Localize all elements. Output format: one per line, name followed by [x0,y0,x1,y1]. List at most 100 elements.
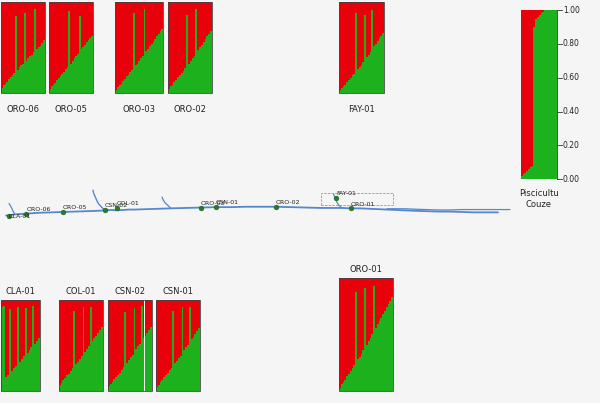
Bar [70,371,71,391]
Bar [101,327,103,391]
Bar [526,171,528,179]
Bar [88,347,90,391]
Bar [172,85,173,93]
Bar [198,328,200,391]
Bar [8,79,10,93]
Bar [143,338,145,391]
Bar [546,10,548,179]
Bar [371,2,373,10]
Bar [65,69,67,93]
Bar [15,300,17,366]
Bar [72,61,74,93]
Bar [124,300,126,312]
Text: ORO-01: ORO-01 [350,265,382,274]
Bar [128,300,130,360]
Bar [141,300,143,305]
Bar [185,300,187,347]
Bar [553,10,555,179]
Bar [174,300,176,363]
Bar [29,300,31,350]
Bar [81,49,82,93]
Bar [361,2,362,64]
Bar [37,341,38,391]
Bar [126,2,128,77]
Bar [24,13,26,93]
Bar [121,370,122,391]
Bar [79,359,80,391]
Bar [121,2,122,84]
Bar [180,300,182,355]
Bar [176,300,178,361]
Bar [68,11,70,93]
Bar [126,300,128,363]
Bar [19,67,20,93]
Bar [112,300,113,382]
Bar [1,307,3,391]
Bar [133,2,135,13]
Bar [388,304,389,391]
Bar [199,47,201,93]
Bar [352,75,353,93]
Bar [177,77,179,93]
Bar [7,82,8,93]
Bar [99,300,101,330]
Bar [187,345,189,391]
Bar [1,2,3,88]
Bar [22,64,24,93]
Bar [24,2,26,13]
Bar [101,300,103,327]
Bar [379,321,380,391]
Bar [521,176,523,179]
Bar [12,2,13,75]
Bar [8,2,10,79]
Bar [142,56,143,93]
Bar [75,300,77,364]
Bar [82,2,84,47]
Bar [382,2,384,33]
Bar [19,2,20,67]
Bar [201,2,203,45]
Bar [208,34,210,93]
Bar [192,58,194,93]
Bar [388,278,389,304]
Bar [51,86,53,93]
Bar [185,347,187,391]
Bar [34,300,37,344]
Bar [361,64,362,93]
Bar [524,10,526,172]
Bar [377,41,379,93]
Bar [154,2,156,39]
Bar [170,86,172,93]
Text: ORO-05: ORO-05 [55,105,88,114]
Bar [163,300,165,377]
Text: 0.60: 0.60 [563,73,580,82]
Bar [10,77,12,93]
Bar [165,376,167,391]
Bar [359,278,361,357]
Bar [11,300,13,371]
Bar [31,2,33,54]
Bar [92,341,94,391]
Bar [1,88,3,93]
Bar [175,80,177,93]
Bar [55,2,56,83]
Bar [77,300,79,362]
Bar [539,15,541,179]
Bar [364,2,366,15]
Bar [147,2,149,49]
Bar [152,42,154,93]
Bar [355,2,357,13]
Bar [75,364,77,391]
Text: ORO-05: ORO-05 [63,205,88,210]
Bar [170,368,172,391]
Bar [199,2,201,47]
Bar [77,54,79,93]
Bar [38,47,40,93]
Bar [156,37,158,93]
Bar [33,2,34,52]
Bar [108,300,152,391]
Bar [137,300,139,347]
Bar [194,2,196,56]
Bar [124,79,126,93]
Bar [137,64,139,93]
